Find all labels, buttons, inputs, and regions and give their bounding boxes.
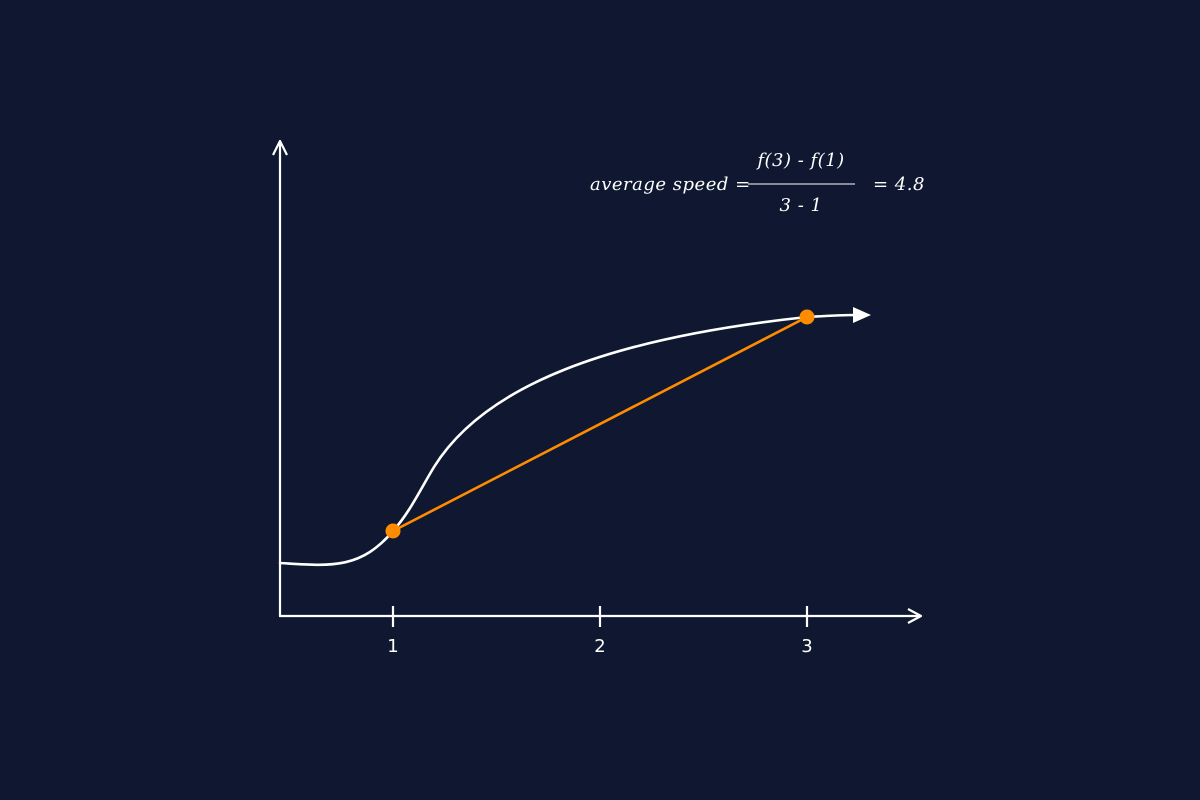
x-tick-label-3: 3 [801,636,812,657]
y-axis-arrowhead [272,139,288,156]
x-tick-label-2: 2 [594,636,605,657]
formula-lhs: average speed = [590,174,751,195]
secant-line [391,315,809,533]
formula-denominator: 3 - 1 [780,195,823,216]
x-axis-arrowhead [907,608,923,624]
curve-arrowhead [853,307,871,323]
point-f1 [385,523,401,539]
x-tick-label-1: 1 [387,636,398,657]
formula-result: = 4.8 [873,174,925,195]
point-f3 [799,309,815,325]
formula-numerator: f(3) - f(1) [755,150,844,171]
